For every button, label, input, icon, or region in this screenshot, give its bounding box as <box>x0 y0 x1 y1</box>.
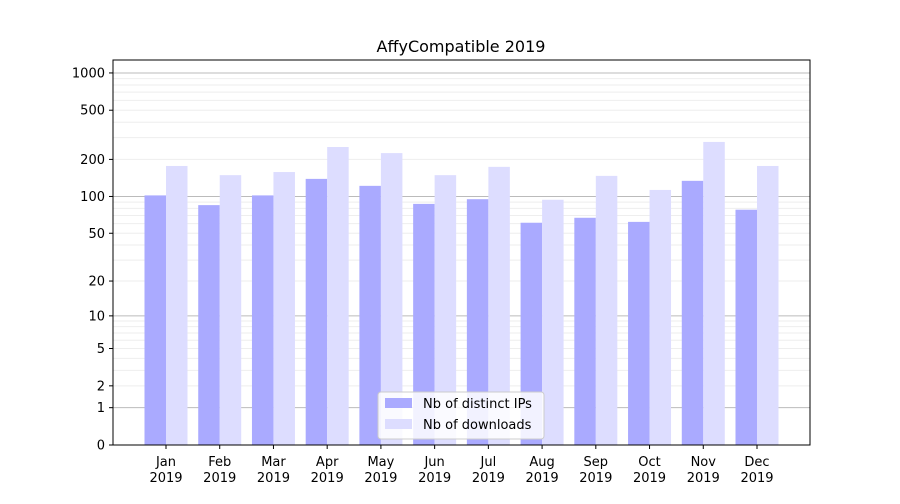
bar-distinct-ips <box>198 205 220 445</box>
bar-downloads <box>757 165 779 445</box>
bar-distinct-ips <box>628 221 650 445</box>
chart-title: AffyCompatible 2019 <box>377 37 546 56</box>
bar-downloads <box>166 165 188 445</box>
legend: Nb of distinct IPs Nb of downloads <box>377 391 545 440</box>
legend-label: Nb of downloads <box>423 418 532 433</box>
x-tick-label: 2019 <box>364 471 397 486</box>
bar-downloads <box>649 189 672 445</box>
x-tick-label: 2019 <box>579 471 612 486</box>
x-tick-label: 2019 <box>257 471 290 486</box>
x-tick-label: Sep <box>584 455 609 470</box>
legend-label: Nb of distinct IPs <box>423 397 532 412</box>
y-tick-label: 500 <box>80 104 105 119</box>
y-tick-label: 0 <box>97 439 105 454</box>
bar-downloads <box>434 175 457 446</box>
y-tick-label: 10 <box>88 309 105 324</box>
bar-distinct-ips <box>466 199 489 445</box>
x-tick-label: 2019 <box>472 471 505 486</box>
legend-swatch <box>385 398 412 408</box>
bar-downloads <box>380 153 403 445</box>
bar-downloads <box>703 141 725 445</box>
x-tick-label: Aug <box>529 455 554 470</box>
x-tick-label: Nov <box>691 455 717 470</box>
x-tick-label: Feb <box>208 455 231 470</box>
bar-downloads <box>595 175 618 445</box>
bar-downloads <box>219 175 242 446</box>
x-tick-label: 2019 <box>149 471 182 486</box>
bar-distinct-ips <box>305 178 328 445</box>
x-tick-label: Oct <box>638 455 660 470</box>
x-tick-label: Apr <box>316 455 339 470</box>
x-tick-label: 2019 <box>418 471 451 486</box>
x-tick-label: May <box>367 455 394 470</box>
x-tick-label: 2019 <box>687 471 720 486</box>
x-tick-label: 2019 <box>633 471 666 486</box>
bar-downloads <box>327 147 349 445</box>
plot-frame <box>112 59 811 446</box>
bar-distinct-ips <box>251 195 274 445</box>
x-tick-label: 2019 <box>740 471 773 486</box>
x-tick-label: Dec <box>744 455 769 470</box>
bar-distinct-ips <box>735 209 757 445</box>
y-tick-label: 5 <box>97 342 105 357</box>
y-tick-label: 1 <box>97 401 105 416</box>
x-tick-label: Jul <box>480 455 497 470</box>
bar-distinct-ips <box>413 203 435 445</box>
x-tick-label: 2019 <box>203 471 236 486</box>
y-tick-label: 50 <box>88 227 105 242</box>
legend-box <box>377 391 545 440</box>
legend-swatch <box>385 419 412 429</box>
bar-distinct-ips <box>520 222 543 445</box>
x-tick-label: 2019 <box>311 471 344 486</box>
bar-downloads <box>488 166 510 445</box>
y-tick-label: 200 <box>80 153 105 168</box>
x-tick-label: Jun <box>423 455 444 470</box>
y-tick-label: 2 <box>97 379 105 394</box>
x-tick-label: 2019 <box>526 471 559 486</box>
x-tick-label: Jan <box>155 455 176 470</box>
bar-distinct-ips <box>144 195 166 445</box>
bar-distinct-ips <box>681 180 704 445</box>
y-tick-label: 20 <box>88 275 105 290</box>
y-tick-label: 100 <box>80 190 105 205</box>
x-tick-label: Mar <box>261 455 286 470</box>
bar-downloads <box>273 172 295 445</box>
bar-distinct-ips <box>574 217 596 445</box>
bar-distinct-ips <box>359 185 381 446</box>
y-tick-label: 1000 <box>72 66 105 81</box>
bar-downloads <box>542 199 564 445</box>
